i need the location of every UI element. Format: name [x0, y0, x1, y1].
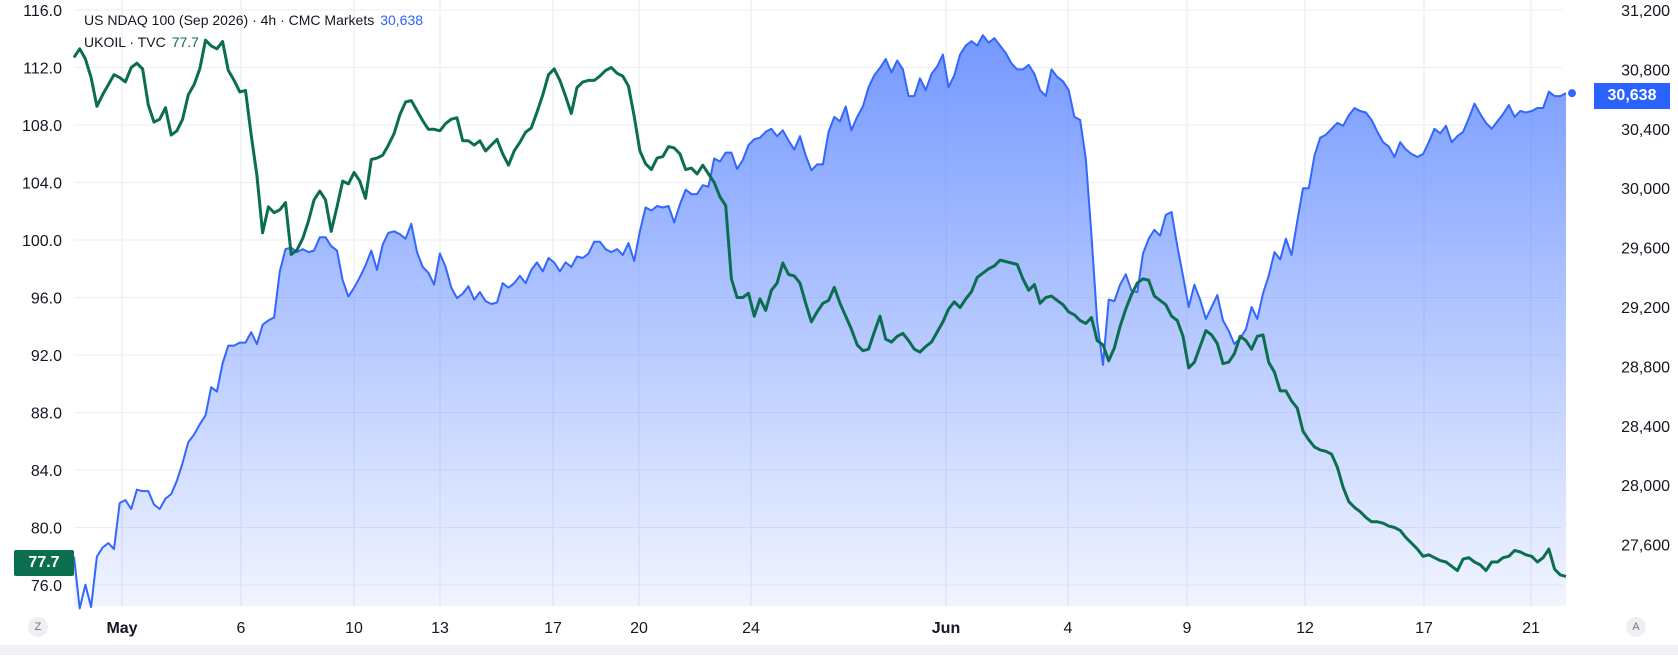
left-tick-label: 76.0: [31, 578, 62, 595]
bottom-strip: [0, 645, 1678, 655]
right-tick-label: 29,600: [1621, 241, 1670, 258]
auto-scale-button[interactable]: A: [1626, 617, 1646, 637]
legend-nasdaq-label: US NDAQ 100 (Sep 2026) · 4h · CMC Market…: [84, 12, 375, 28]
left-tick-label: 108.0: [22, 118, 62, 135]
left-tick-label: 116.0: [23, 3, 62, 20]
x-tick-label: 24: [742, 620, 760, 637]
right-tick-label: 30,000: [1621, 181, 1670, 198]
x-tick-label: May: [106, 620, 137, 637]
right-tick-label: 27,600: [1621, 538, 1670, 555]
last-price-badge-nasdaq: 30,638: [1594, 83, 1670, 109]
left-tick-label: 112.0: [23, 61, 62, 78]
ukoil-line: [72, 38, 1567, 578]
x-tick-label: Jun: [932, 620, 960, 637]
right-tick-label: 28,800: [1621, 359, 1670, 376]
left-tick-label: 100.0: [22, 233, 62, 250]
timezone-toggle-button[interactable]: Z: [28, 617, 48, 637]
nasdaq-area-fill: [74, 35, 1566, 609]
axis-labels: May 6 10 13 17 20 24 Jun 4 9 12 17 21 116.0 112.0 108.0…: [22, 3, 1670, 637]
right-tick-label: 28,000: [1621, 478, 1670, 495]
legend-nasdaq[interactable]: US NDAQ 100 (Sep 2026) · 4h · CMC Market…: [84, 12, 423, 28]
right-tick-label: 31,200: [1621, 3, 1670, 20]
left-tick-label: 96.0: [31, 291, 62, 308]
x-tick-label: 17: [1415, 620, 1433, 637]
right-tick-label: 29,200: [1621, 300, 1670, 317]
nasdaq-last-point: [1568, 89, 1576, 98]
legend-nasdaq-value: 30,638: [380, 12, 424, 28]
right-tick-label: 28,400: [1621, 419, 1670, 436]
x-tick-label: 4: [1064, 620, 1073, 637]
x-tick-label: 12: [1296, 620, 1314, 637]
x-tick-label: 9: [1183, 620, 1192, 637]
left-tick-label: 104.0: [22, 176, 62, 193]
right-tick-label: 30,400: [1621, 122, 1670, 139]
legend-ukoil[interactable]: UKOIL · TVC 77.7: [84, 34, 199, 50]
left-tick-label: 92.0: [31, 348, 62, 365]
x-tick-label: 20: [630, 620, 648, 637]
x-tick-label: 17: [544, 620, 562, 637]
x-tick-label: 10: [345, 620, 363, 637]
last-price-badge-ukoil: 77.7: [14, 550, 74, 576]
nasdaq-line: [73, 34, 1567, 610]
left-tick-label: 80.0: [31, 521, 62, 538]
x-tick-label: 6: [237, 620, 246, 637]
series-layer: [72, 34, 1576, 610]
legend-ukoil-label: UKOIL · TVC: [84, 34, 166, 50]
legend-ukoil-value: 77.7: [171, 34, 199, 50]
x-tick-label: 13: [431, 620, 449, 637]
x-tick-label: 21: [1522, 620, 1540, 637]
left-tick-label: 88.0: [31, 406, 62, 423]
right-tick-label: 30,800: [1621, 62, 1670, 79]
left-tick-label: 84.0: [31, 463, 62, 480]
